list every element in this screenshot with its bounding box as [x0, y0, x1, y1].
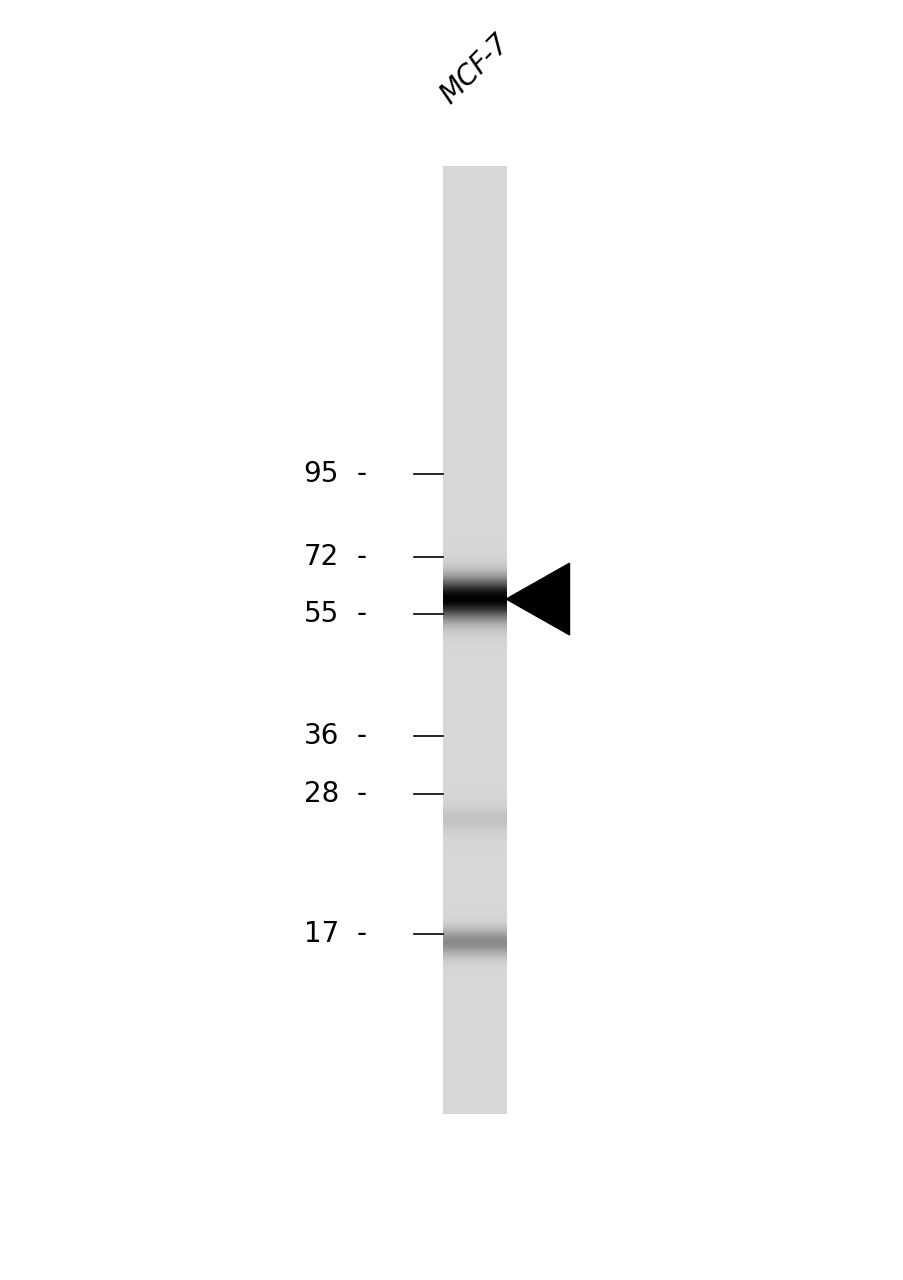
Text: 72: 72: [303, 543, 339, 571]
Text: -: -: [356, 722, 367, 750]
Text: -: -: [356, 920, 367, 948]
Text: 55: 55: [303, 600, 339, 628]
Text: 17: 17: [303, 920, 339, 948]
Text: -: -: [356, 543, 367, 571]
Text: -: -: [356, 780, 367, 808]
Text: 28: 28: [303, 780, 339, 808]
Text: MCF-7: MCF-7: [434, 28, 514, 109]
Text: -: -: [356, 460, 367, 488]
Text: -: -: [356, 600, 367, 628]
Text: 95: 95: [303, 460, 339, 488]
Polygon shape: [506, 563, 569, 635]
Text: 36: 36: [303, 722, 339, 750]
